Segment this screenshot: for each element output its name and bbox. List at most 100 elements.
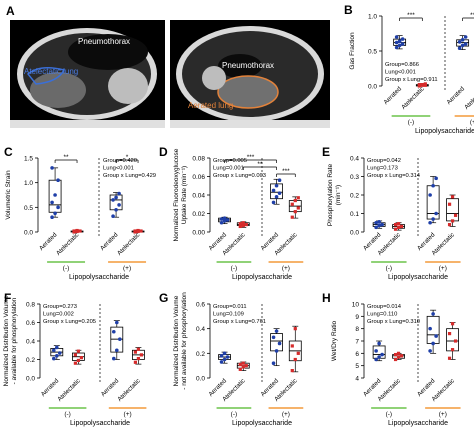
chart-panel-d: D 0.00 0.02 0.04 0.06 0.08 Normalized Fluorode… xyxy=(159,145,304,281)
data-point xyxy=(293,327,297,331)
data-point xyxy=(219,354,224,358)
data-point xyxy=(447,332,452,336)
data-point xyxy=(222,219,227,223)
data-point xyxy=(238,222,242,226)
sig-label: * xyxy=(126,154,129,161)
data-point xyxy=(56,178,60,182)
data-point xyxy=(271,335,276,340)
data-point xyxy=(58,351,62,355)
chart-panel-e: E 0.0 0.1 0.2 0.3 0.4 Phosphorylation Rate (min… xyxy=(322,145,461,281)
y-tick-label: 0.5 xyxy=(368,49,377,56)
y-axis-label: Normalized Distribution Volume xyxy=(173,295,180,386)
sig-label: *** xyxy=(282,168,290,175)
data-point xyxy=(225,355,230,359)
data-point xyxy=(114,195,118,200)
y-tick-label: 0.0 xyxy=(24,230,33,237)
data-point xyxy=(238,362,242,367)
data-point xyxy=(293,198,297,203)
lipopolysaccharide-label: Lipopolysaccharide xyxy=(388,274,448,281)
data-point xyxy=(241,221,245,225)
stats-line: Group=0.005 xyxy=(213,158,247,164)
data-point xyxy=(277,178,282,182)
stats-line: Group=0.042 xyxy=(367,158,401,164)
x-category-label: Aerated xyxy=(38,231,59,252)
chart-panel-f: F 0.0 0.2 0.4 0.6 0.8 Normalized Distribution … xyxy=(3,291,147,427)
chart-panel-g: G 0.0 0.2 0.4 0.6 Normalized Distribution Vol… xyxy=(159,291,304,427)
y-axis-label: (min⁻¹) xyxy=(335,185,342,205)
data-point xyxy=(377,355,381,359)
data-point xyxy=(393,357,398,362)
panel-label-e: E xyxy=(322,145,330,159)
y-axis-label: Normalized Fluorodeoxyglucose xyxy=(173,148,180,241)
ct-image-right xyxy=(170,20,330,128)
group-label-negative: (-) xyxy=(408,119,415,126)
x-category-label: Aerated xyxy=(100,377,121,398)
data-point xyxy=(394,40,399,45)
y-tick-label: 4 xyxy=(355,376,359,383)
y-axis-label: Gas Fraction xyxy=(349,32,356,70)
data-point xyxy=(457,46,462,50)
stats-line: Group x Lung=0.911 xyxy=(385,77,438,83)
data-point xyxy=(453,339,458,343)
y-tick-label: 0.0 xyxy=(368,84,377,91)
data-point xyxy=(117,203,121,207)
y-tick-label: 0.0 xyxy=(26,376,35,383)
data-point xyxy=(396,225,401,229)
data-point xyxy=(457,40,462,44)
data-point xyxy=(52,348,56,353)
panel-label-a: A xyxy=(6,4,15,18)
group-label-positive: (+) xyxy=(282,411,290,418)
data-point xyxy=(290,202,294,206)
data-point xyxy=(50,215,54,219)
data-point xyxy=(434,176,438,181)
stats-line: Group=0.011 xyxy=(213,304,247,310)
data-point xyxy=(431,217,435,221)
y-axis-label: Volumetric Strain xyxy=(5,170,12,220)
y-tick-label: 0.4 xyxy=(196,326,205,333)
data-point xyxy=(219,217,224,221)
stats-line: Group x Lung=0.761 xyxy=(213,319,266,325)
data-point xyxy=(463,42,468,46)
data-point xyxy=(53,211,57,216)
data-point xyxy=(219,220,224,225)
data-point xyxy=(396,222,401,226)
box xyxy=(110,326,124,353)
data-point xyxy=(244,223,248,227)
data-point xyxy=(417,83,421,87)
panel-label-f: F xyxy=(4,291,11,305)
data-point xyxy=(377,341,381,346)
data-point xyxy=(450,348,455,352)
y-tick-label: 0.1 xyxy=(350,211,359,218)
data-point xyxy=(428,193,432,197)
stats-line: Lung=0.173 xyxy=(367,166,398,172)
data-point xyxy=(115,320,119,325)
x-category-label: Aerated xyxy=(99,231,120,252)
x-category-label: Aerated xyxy=(446,85,467,106)
data-point xyxy=(428,349,432,353)
y-axis-label: - not available for phosphorylation xyxy=(181,292,188,390)
data-point xyxy=(75,228,79,233)
data-point xyxy=(222,357,227,362)
y-tick-label: 0.02 xyxy=(192,211,205,218)
stats-line: Group x Lung=0.314 xyxy=(367,173,421,179)
data-point xyxy=(241,365,245,369)
lipopolysaccharide-label: Lipopolysaccharide xyxy=(232,274,292,281)
panel-label-c: C xyxy=(4,145,13,159)
data-point xyxy=(463,35,468,39)
stats-line: Group=0.420 xyxy=(103,158,137,164)
box xyxy=(446,198,459,222)
data-point xyxy=(293,210,297,214)
y-tick-label: 0.2 xyxy=(350,193,359,200)
y-tick-label: 0.6 xyxy=(26,320,35,327)
y-tick-label: 10 xyxy=(352,302,360,309)
atelectatic-lung-label: Atelectatic lung xyxy=(24,67,78,76)
data-point xyxy=(76,349,80,353)
data-point xyxy=(290,344,294,348)
group-label-positive: (+) xyxy=(439,265,447,272)
y-tick-label: 6 xyxy=(355,351,359,358)
data-point xyxy=(244,364,248,368)
y-tick-label: 7 xyxy=(355,339,359,346)
data-point xyxy=(219,360,224,364)
